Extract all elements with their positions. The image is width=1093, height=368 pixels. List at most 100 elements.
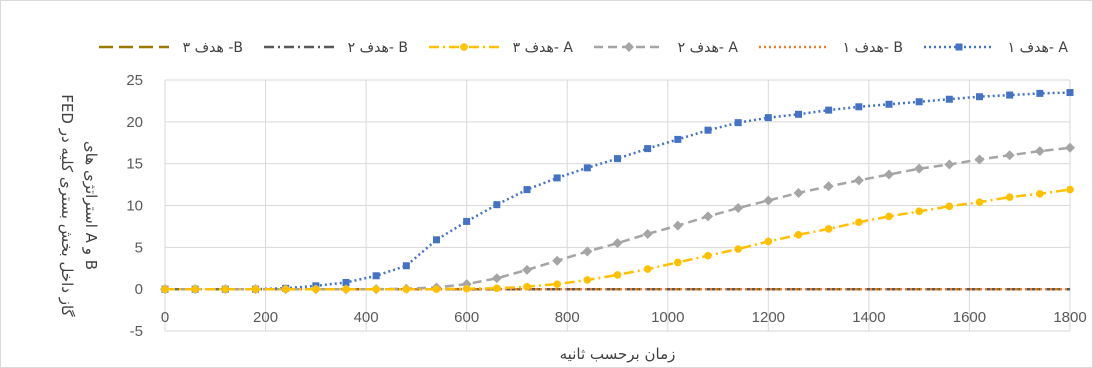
series-point (523, 282, 531, 291)
series-point (674, 135, 682, 143)
series-point (402, 262, 410, 270)
series-point (733, 203, 744, 214)
series-point (855, 103, 863, 111)
legend-marker (460, 43, 468, 51)
series-point (885, 212, 893, 221)
series-point (493, 201, 501, 209)
x-tick-label: 1000 (651, 309, 684, 326)
series-point (583, 164, 591, 172)
x-axis-title: زمان برحسب ثانیه (560, 345, 676, 363)
series-point (191, 285, 199, 293)
series-point (1005, 193, 1014, 201)
y-axis-title-line-1: FED گاز داخل بخش بستری کلیه در (58, 94, 76, 317)
series-point (522, 264, 532, 275)
series-point (915, 207, 923, 216)
x-tick-label: 1800 (1053, 309, 1086, 326)
legend-label: هدف ۱- A (1008, 40, 1069, 56)
series-point (463, 217, 471, 225)
series-point (553, 174, 561, 182)
series-point (794, 230, 803, 239)
x-tick-label: 800 (555, 309, 580, 326)
series-point (1066, 185, 1074, 194)
series-point (734, 245, 742, 253)
series-point (823, 181, 834, 192)
series-point (644, 145, 652, 153)
legend-label: هدف ۲- A (678, 40, 739, 56)
series-point (1006, 91, 1014, 99)
legend-marker (624, 42, 634, 52)
series-point (281, 285, 290, 293)
series-point (914, 163, 925, 174)
series-point (974, 154, 985, 165)
series-point (764, 114, 772, 122)
legend-label: هدف ۲- B (348, 40, 408, 56)
series-point (372, 285, 380, 293)
series-point (342, 285, 350, 293)
series-point (491, 273, 502, 284)
series-point (764, 237, 773, 246)
series-point (1065, 142, 1075, 153)
series-point (704, 126, 712, 134)
y-tick-label: 10 (126, 198, 143, 215)
series-point (342, 278, 350, 286)
series-point (734, 119, 742, 127)
series-point (643, 265, 652, 273)
x-tick-label: 1200 (752, 309, 785, 326)
series-point (221, 285, 230, 293)
legend-label: هدف ۱- B (843, 40, 903, 56)
series-point (402, 285, 411, 293)
series-point (945, 202, 954, 211)
series-point (1004, 150, 1015, 161)
legend-item: هدف ۱- B (759, 40, 903, 56)
series-point (613, 271, 622, 279)
legend-item: هدف ۲- A (594, 40, 738, 56)
x-tick-label: 1600 (953, 309, 986, 326)
legend-item: هدف ۳ -B (99, 40, 243, 56)
series-point (1036, 189, 1044, 198)
y-tick-label: -5 (130, 323, 143, 340)
series-point (885, 100, 893, 108)
y-tick-label: 25 (126, 72, 143, 89)
series-point (945, 95, 953, 103)
y-axis-title: FED گاز داخل بخش بستری کلیه در استراتژی … (58, 94, 100, 317)
series-point (614, 155, 621, 163)
series-point (672, 220, 683, 231)
series-point (612, 238, 623, 249)
series-point (853, 175, 864, 186)
x-tick-label: 600 (454, 309, 479, 326)
series-point (884, 169, 894, 180)
legend-label: هدف ۳ -B (183, 40, 243, 56)
tick-labels: -5 0 5 10 15 20 25 0 200 400 600 800 1000 1200 1400 160… (126, 72, 1086, 340)
series-point (523, 186, 531, 194)
y-tick-label: 20 (126, 114, 143, 131)
series-point (312, 285, 320, 293)
x-tick-label: 200 (253, 309, 278, 326)
series-point (582, 246, 593, 257)
y-tick-label: 0 (135, 281, 143, 298)
series-point (462, 284, 471, 293)
series-point (1066, 89, 1074, 97)
series-point (433, 236, 440, 244)
x-tick-label: 0 (161, 309, 169, 326)
legend-item: هدف ۳- A (429, 40, 573, 56)
series-point (251, 285, 260, 293)
series-layer (160, 89, 1075, 295)
series-point (674, 258, 682, 267)
series-point (915, 98, 923, 106)
series-point (583, 276, 592, 284)
series-point (825, 106, 833, 114)
series-point (763, 195, 774, 206)
series-point (944, 159, 955, 170)
series-point (642, 228, 653, 239)
series-point (795, 110, 802, 118)
series-point (704, 251, 712, 260)
series-point (493, 284, 501, 293)
series-point (1036, 89, 1044, 97)
y-tick-label: 15 (126, 156, 143, 173)
series-point (975, 198, 984, 206)
legend: هدف ۱- A هدف ۱- B هدف ۲- A هدف ۳- A هدف ۲- B… (99, 40, 1068, 56)
series-point (161, 285, 169, 293)
y-tick-label: 5 (135, 239, 143, 256)
series-point (976, 93, 983, 101)
